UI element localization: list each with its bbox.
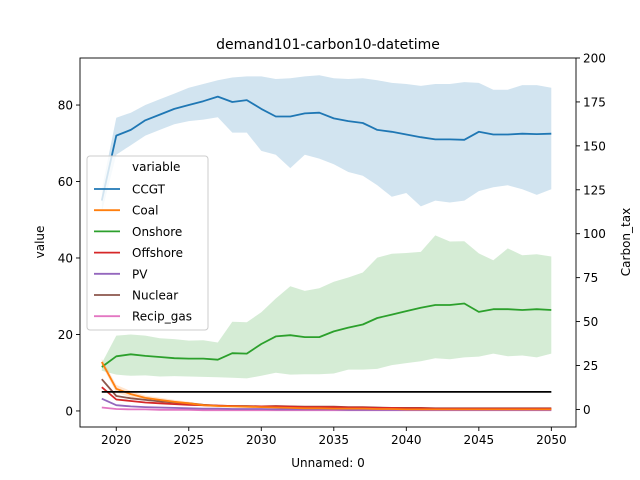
line-coal (101, 361, 552, 411)
x-tick-label: 2040 (391, 433, 422, 447)
legend-title: variable (132, 160, 180, 174)
y-tick-label: 20 (58, 328, 73, 342)
legend-label-recip-gas: Recip_gas (132, 310, 192, 324)
y2-tick-label: 0 (583, 403, 591, 417)
x-tick-label: 2025 (173, 433, 204, 447)
x-tick-label: 2035 (319, 433, 350, 447)
x-tick-label: 2030 (246, 433, 277, 447)
y2-tick-label: 75 (583, 271, 598, 285)
line-ccgt (100, 95, 552, 201)
plot-frame (79, 57, 577, 428)
series-lines (100, 95, 552, 412)
legend-label-onshore: Onshore (132, 225, 182, 239)
y2-axis-label: Carbon_tax (619, 208, 633, 276)
x-axis-label: Unnamed: 0 (291, 456, 365, 470)
legend-label-coal: Coal (132, 204, 158, 218)
legend-label-nuclear: Nuclear (132, 289, 178, 303)
y2-tick-label: 175 (583, 95, 606, 109)
x-tick-label: 2045 (464, 433, 495, 447)
legend: variable CCGT Coal Onshore Offshore PV Nuclear… (86, 155, 209, 331)
band-ccgt (101, 75, 552, 213)
x-axis: 2020 2025 2030 2035 2040 2045 2050 (101, 427, 567, 447)
chart-title: demand101-carbon10-datetime (216, 37, 440, 53)
y-tick-label: 80 (58, 99, 73, 113)
x-tick-label: 2020 (101, 433, 132, 447)
confidence-bands (101, 75, 552, 410)
y2-tick-label: 150 (583, 139, 606, 153)
band-onshore (101, 235, 552, 379)
y2-tick-label: 200 (583, 52, 606, 66)
y2-axis: 0 25 50 75 100 125 150 175 200 (576, 52, 606, 417)
line-onshore (101, 302, 552, 368)
y-tick-label: 60 (58, 175, 73, 189)
y-tick-label: 40 (58, 251, 73, 265)
legend-box (86, 155, 209, 331)
legend-label-ccgt: CCGT (132, 183, 166, 197)
y2-tick-label: 100 (583, 227, 606, 241)
y-axis: 0 20 40 60 80 (58, 99, 80, 418)
x-tick-label: 2050 (536, 433, 567, 447)
y2-tick-label: 25 (583, 359, 598, 373)
y-axis-label: value (33, 226, 47, 259)
y-tick-label: 0 (65, 404, 73, 418)
y2-tick-label: 50 (583, 315, 598, 329)
y2-tick-label: 125 (583, 183, 606, 197)
legend-label-pv: PV (132, 267, 148, 281)
legend-label-offshore: Offshore (132, 246, 183, 260)
